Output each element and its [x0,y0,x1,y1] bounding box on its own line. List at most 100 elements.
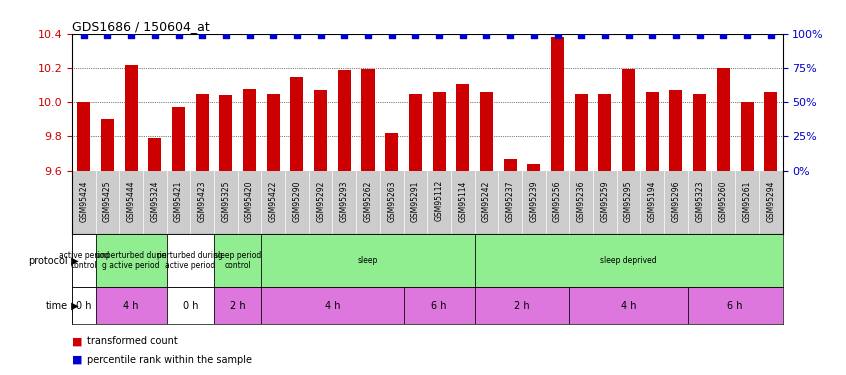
Text: GSM95291: GSM95291 [411,180,420,222]
Point [693,32,706,38]
Bar [669,90,683,171]
Bar [167,234,214,287]
Text: 2 h: 2 h [514,301,530,310]
Bar [266,94,280,171]
Bar [693,94,706,171]
Text: GSM95194: GSM95194 [648,180,656,222]
Text: GSM95259: GSM95259 [601,180,609,222]
Text: GSM95236: GSM95236 [577,180,585,222]
Point [219,32,233,38]
Bar [96,234,167,287]
Bar [290,76,304,171]
Point [314,32,327,38]
Point [195,32,209,38]
Point [124,32,138,38]
Bar [480,92,493,171]
Bar [361,69,375,171]
Text: GSM95420: GSM95420 [245,180,254,222]
Text: GSM95262: GSM95262 [364,180,372,222]
Bar [96,287,167,324]
Text: GSM95324: GSM95324 [151,180,159,222]
Bar [148,138,162,171]
Text: perturbed during
active period: perturbed during active period [157,251,223,270]
Text: GSM95290: GSM95290 [293,180,301,222]
Text: ■: ■ [72,355,86,365]
Text: GSM95263: GSM95263 [387,180,396,222]
Point [740,32,754,38]
Point [480,32,493,38]
Text: GSM95261: GSM95261 [743,180,751,222]
Text: GSM95325: GSM95325 [222,180,230,222]
Text: ▶: ▶ [68,256,79,266]
Bar [385,133,398,171]
Text: GSM95423: GSM95423 [198,180,206,222]
Bar [195,94,209,171]
Bar [456,84,470,171]
Point [503,32,517,38]
Bar [338,70,351,171]
Text: GSM95296: GSM95296 [672,180,680,222]
Text: ▶: ▶ [68,301,79,310]
Point [385,32,398,38]
Text: GSM95421: GSM95421 [174,180,183,222]
Point [598,32,612,38]
Text: GSM95424: GSM95424 [80,180,88,222]
Bar [645,92,659,171]
Bar [167,287,214,324]
Text: percentile rank within the sample: percentile rank within the sample [87,355,252,365]
Bar [432,92,446,171]
Text: GSM95260: GSM95260 [719,180,728,222]
Bar [527,164,541,171]
Bar [101,119,114,171]
Point [669,32,683,38]
Bar [717,68,730,171]
Point [77,32,91,38]
Bar [569,287,688,324]
Text: 6 h: 6 h [728,301,743,310]
Text: GSM95293: GSM95293 [340,180,349,222]
Text: GSM95444: GSM95444 [127,180,135,222]
Point [101,32,114,38]
Bar [243,88,256,171]
Text: GSM95323: GSM95323 [695,180,704,222]
Bar [77,102,91,171]
Point [527,32,541,38]
Point [361,32,375,38]
Point [266,32,280,38]
Text: GSM95239: GSM95239 [530,180,538,222]
Bar [740,102,754,171]
Text: GSM95242: GSM95242 [482,180,491,222]
Text: 4 h: 4 h [124,301,139,310]
Point [622,32,635,38]
Point [409,32,422,38]
Bar [261,234,475,287]
Text: sleep: sleep [358,256,378,265]
Point [717,32,730,38]
Bar [598,94,612,171]
Text: GSM95237: GSM95237 [506,180,514,222]
Point [645,32,659,38]
Bar [172,107,185,171]
Bar [764,92,777,171]
Text: GSM95292: GSM95292 [316,180,325,222]
Bar [475,234,783,287]
Text: protocol: protocol [28,256,68,266]
Text: GSM95112: GSM95112 [435,180,443,221]
Point [148,32,162,38]
Text: 0 h: 0 h [76,301,91,310]
Bar [314,90,327,171]
Point [290,32,304,38]
Text: GDS1686 / 150604_at: GDS1686 / 150604_at [72,20,210,33]
Text: ■: ■ [72,336,86,346]
Text: GSM95422: GSM95422 [269,180,277,222]
Text: GSM95294: GSM95294 [766,180,775,222]
Text: 4 h: 4 h [621,301,636,310]
Text: 0 h: 0 h [183,301,198,310]
Bar [404,287,475,324]
Bar [72,287,96,324]
Bar [503,159,517,171]
Point [172,32,185,38]
Bar [72,234,96,287]
Bar [409,94,422,171]
Text: 2 h: 2 h [230,301,245,310]
